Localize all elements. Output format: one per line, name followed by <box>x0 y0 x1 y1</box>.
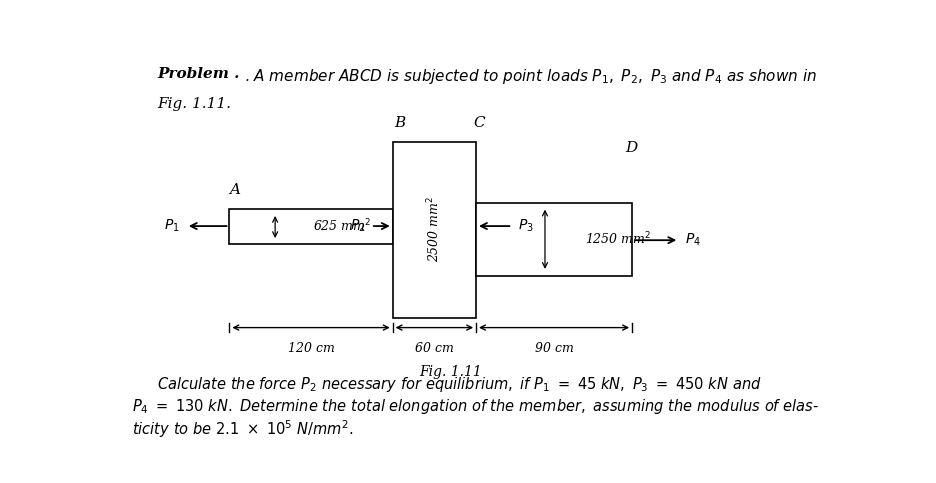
Text: A: A <box>229 184 241 198</box>
Text: B: B <box>394 116 405 130</box>
Text: 90 cm: 90 cm <box>534 342 574 355</box>
Bar <box>229 209 393 244</box>
Bar <box>393 142 476 318</box>
Text: 2500 mm$^2$: 2500 mm$^2$ <box>426 196 443 262</box>
Text: . $A$ $member$ $ABCD$ $is$ $subjected$ $to$ $point$ $loads$ $P_1,$ $P_2,$ $P_3$ : . $A$ $member$ $ABCD$ $is$ $subjected$ $… <box>244 67 817 86</box>
Text: $P_2$: $P_2$ <box>349 218 365 234</box>
Text: Fig. 1.11.: Fig. 1.11. <box>157 97 231 111</box>
Text: $\mathit{ticity\ to\ be\ 2.1\ \times\ 10^5\ N/mm^2.}$: $\mathit{ticity\ to\ be\ 2.1\ \times\ 10… <box>131 418 354 440</box>
Text: $P_4$$\mathit{\ =\ 130\ kN.\ Determine\ the\ total\ elongation\ of\ the\ member,: $P_4$$\mathit{\ =\ 130\ kN.\ Determine\ … <box>131 397 819 416</box>
Text: $P_3$: $P_3$ <box>519 218 534 234</box>
Text: 1250 mm$^2$: 1250 mm$^2$ <box>585 231 651 247</box>
Text: Fig. 1.11: Fig. 1.11 <box>419 365 482 379</box>
Text: C: C <box>474 116 486 130</box>
Text: 60 cm: 60 cm <box>415 342 454 355</box>
Text: Problem .: Problem . <box>157 67 240 81</box>
Text: $\mathit{Calculate\ the\ force\ }$$P_2$$\mathit{\ necessary\ for\ equilibrium,\ : $\mathit{Calculate\ the\ force\ }$$P_2$$… <box>157 375 762 394</box>
Text: 625 mm$^2$: 625 mm$^2$ <box>313 218 372 234</box>
Text: 120 cm: 120 cm <box>287 342 334 355</box>
Text: $P_4$: $P_4$ <box>685 232 701 248</box>
Bar <box>476 203 632 275</box>
Text: $P_1$: $P_1$ <box>165 218 180 234</box>
Text: D: D <box>625 141 637 155</box>
